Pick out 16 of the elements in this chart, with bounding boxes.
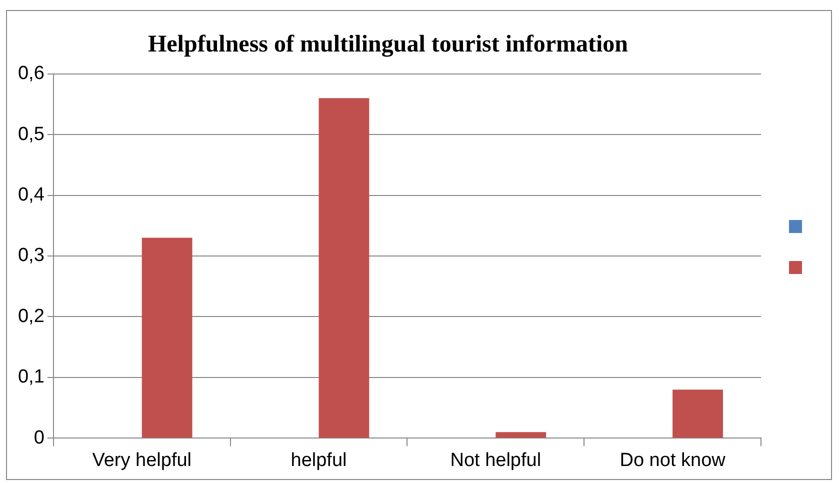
y-tick-label: 0,2 bbox=[18, 306, 44, 327]
bar bbox=[318, 98, 370, 438]
y-tick-label: 0 bbox=[34, 427, 44, 448]
y-tick-label: 0,4 bbox=[18, 184, 45, 206]
x-tick-label: Do not know bbox=[620, 450, 726, 471]
x-tick-label: helpful bbox=[290, 450, 347, 471]
x-tick-label: Not helpful bbox=[450, 450, 542, 471]
bar bbox=[672, 390, 723, 438]
y-tick-label: 0,1 bbox=[18, 366, 44, 388]
bar bbox=[142, 238, 192, 438]
x-tick-label: Very helpful bbox=[92, 450, 192, 471]
chart-title: Helpfulness of multilingual tourist information bbox=[148, 32, 628, 58]
bar bbox=[496, 432, 546, 438]
y-tick-label: 0,5 bbox=[18, 124, 44, 145]
y-tick-label: 0,6 bbox=[18, 63, 44, 84]
y-tick-label: 0,3 bbox=[18, 245, 44, 266]
